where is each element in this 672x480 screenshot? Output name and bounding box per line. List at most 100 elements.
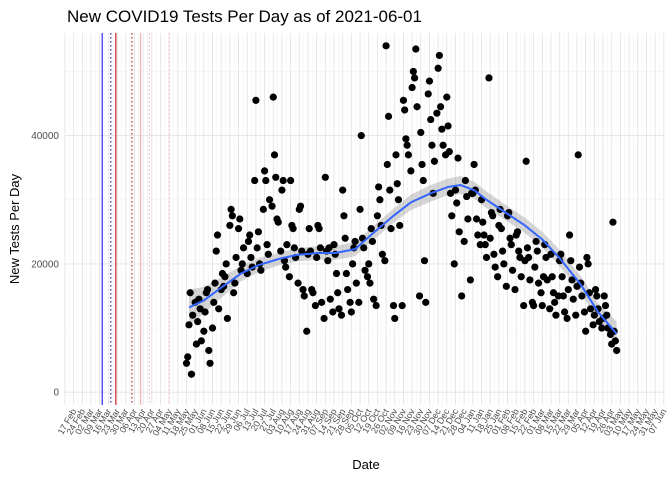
data-point [226,221,234,230]
data-point [392,151,400,159]
data-point [285,273,293,281]
data-point [434,64,442,72]
data-point [590,311,598,319]
data-point [252,96,260,104]
data-point [575,263,584,271]
data-point [486,234,494,242]
data-point [480,231,488,239]
data-point [373,212,381,220]
data-point [320,314,328,323]
data-point [283,241,291,249]
data-point [428,141,436,149]
data-point [525,253,533,262]
data-point [430,157,439,165]
data-point [387,225,395,233]
data-point [200,327,208,335]
data-point [559,292,567,300]
data-point [520,301,528,310]
data-point [437,103,445,111]
data-point [491,263,499,271]
data-point [497,225,505,233]
data-point [368,237,377,246]
data-point [330,241,338,249]
data-point [613,346,621,355]
data-point [222,260,230,268]
data-point [587,305,595,313]
data-point [439,141,447,149]
data-point [367,225,375,233]
data-point [603,311,611,319]
data-point [282,263,290,271]
data-point [537,289,545,297]
data-point [511,285,519,294]
data-point [489,212,497,220]
data-point [268,202,276,210]
data-point [466,276,474,284]
data-point [260,167,269,175]
data-point [360,244,368,252]
data-point [244,237,253,246]
data-point [393,180,401,188]
data-point [443,93,451,101]
data-point [485,74,493,82]
data-point [205,346,213,355]
data-point [601,301,610,310]
data-point [257,266,265,274]
data-point [424,90,432,98]
data-point [263,241,271,249]
data-point [215,305,223,313]
data-point [274,218,282,226]
data-point [568,276,576,284]
data-point [278,186,286,194]
data-point [408,83,416,92]
data-point [448,212,456,220]
data-point [272,173,280,181]
data-point [558,273,566,281]
data-point [289,225,297,233]
data-point [265,196,274,204]
data-point [472,215,481,223]
data-point [262,176,270,185]
data-point [517,273,525,281]
data-point [366,279,374,287]
data-point [298,247,306,255]
data-point [474,231,482,239]
data-point [277,247,285,255]
data-point [548,273,556,281]
data-point [194,318,202,326]
data-point [584,260,592,268]
data-point [415,292,424,300]
data-point [407,167,415,175]
data-point [399,96,408,104]
data-point [365,260,373,268]
data-point [533,247,541,255]
data-point [384,112,393,120]
data-point [357,132,365,140]
data-point [363,273,372,281]
data-point [396,221,404,230]
data-point [346,298,354,306]
data-point [254,228,262,236]
data-point [580,308,589,316]
data-point [361,266,369,274]
data-point [531,263,539,271]
y-axis-ticks: 0 20000 40000 [31,131,59,399]
data-point [418,160,426,169]
data-point [197,337,205,345]
data-point [386,186,394,194]
data-point [326,295,334,303]
data-point [329,308,337,316]
data-point [318,298,326,306]
data-point [391,314,399,323]
data-point [402,135,410,143]
data-point [582,327,590,335]
data-point [187,370,196,378]
data-point [598,324,606,332]
data-point [552,311,560,319]
data-point [182,359,191,367]
data-point [427,115,435,124]
data-point [186,289,194,297]
data-point [239,244,248,252]
